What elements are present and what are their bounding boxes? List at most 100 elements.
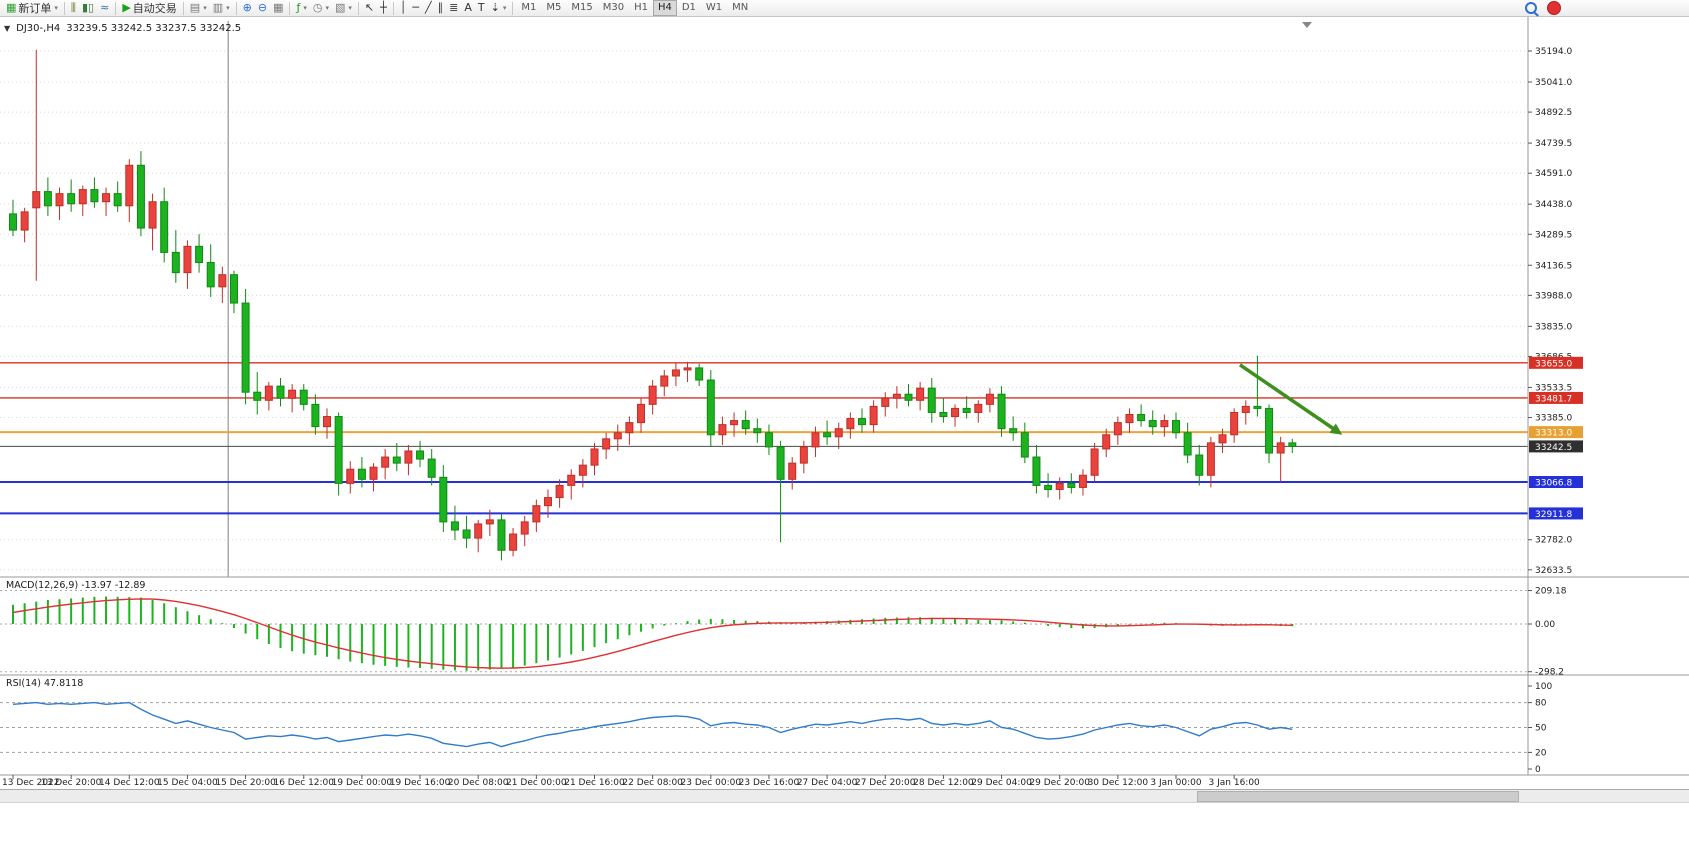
candle xyxy=(1253,355,1262,417)
rsi-axis-label: 0 xyxy=(1535,765,1541,775)
price-axis-label: 34289.5 xyxy=(1535,230,1572,240)
svg-text:33242.5: 33242.5 xyxy=(1535,443,1572,453)
templates-icon[interactable]: ▧ ▾ xyxy=(332,0,355,16)
candle xyxy=(416,440,425,468)
rsi-axis-label: 20 xyxy=(1535,748,1547,758)
chart-shift-marker[interactable] xyxy=(1302,22,1312,28)
line-chart-icon[interactable]: ≈ xyxy=(97,0,112,16)
time-axis-label: 14 Dec 12:00 xyxy=(99,778,160,788)
toolbar-separator xyxy=(512,1,514,15)
new-chart-icon[interactable]: ▤ ▾ xyxy=(187,0,210,16)
fibonacci-icon[interactable]: ≣ xyxy=(446,0,461,16)
crosshair-icon[interactable]: ┼ xyxy=(377,0,390,16)
candle xyxy=(823,420,832,445)
candlestick-chart-icon[interactable]: ▮▯ xyxy=(79,0,97,16)
text-icon[interactable]: A xyxy=(461,0,475,16)
time-axis-label: 29 Dec 20:00 xyxy=(1029,778,1090,788)
zoom-in-icon[interactable]: ⊕ xyxy=(240,0,255,16)
search-icon[interactable] xyxy=(1525,2,1537,14)
macd-label: MACD(12,26,9) -13.97 -12.89 xyxy=(6,580,145,591)
indicators-icon[interactable]: ƒ ▾ xyxy=(293,0,309,16)
rsi-label: RSI(14) 47.8118 xyxy=(6,678,83,689)
candle xyxy=(776,440,785,543)
timeframe-button-m15[interactable]: M15 xyxy=(571,2,593,13)
time-axis-label: 29 Dec 04:00 xyxy=(971,778,1032,788)
candle xyxy=(357,457,366,488)
candle xyxy=(497,513,506,561)
profiles-icon[interactable]: ▥ ▾ xyxy=(210,0,233,16)
label-icon[interactable]: T xyxy=(475,0,488,16)
periods-icon[interactable]: ◷ ▾ xyxy=(310,0,332,16)
trendline-icon[interactable]: ╱ xyxy=(422,0,435,16)
channel-icon[interactable]: ∥ xyxy=(435,0,447,16)
trend-arrow[interactable] xyxy=(1238,363,1343,435)
candle xyxy=(1265,404,1274,464)
bar-chart-icon[interactable]: ⫼ xyxy=(68,0,79,16)
zoom-out-icon[interactable]: ⊖ xyxy=(255,0,270,16)
candle xyxy=(171,230,180,283)
horizontal-scrollbar[interactable] xyxy=(0,789,1689,803)
timeframe-button-d1[interactable]: D1 xyxy=(681,2,696,13)
cursor-icon[interactable]: ↖ xyxy=(362,0,377,16)
price-line-badge: 32911.8 xyxy=(1529,507,1583,520)
new-order-button[interactable]: ▦ 新订单 ▾ xyxy=(3,0,61,16)
chevron-down-icon: ▾ xyxy=(54,4,58,12)
time-axis-label: 13 Dec 2022 xyxy=(2,778,60,788)
price-axis-label: 35041.0 xyxy=(1535,78,1572,88)
timeframe-button-m1[interactable]: M1 xyxy=(521,2,537,13)
chart-canvas[interactable]: 35194.0 35041.0 34892.5 34739.5 34591.0 34438… xyxy=(0,17,1689,789)
candle xyxy=(474,519,483,553)
horizontal-line-icon[interactable]: ─ xyxy=(409,0,422,16)
candle xyxy=(90,177,99,208)
candle xyxy=(78,185,87,216)
price-axis-label: 34739.5 xyxy=(1535,139,1572,149)
svg-text:32911.8: 32911.8 xyxy=(1535,510,1572,520)
timeframe-button-mn[interactable]: MN xyxy=(732,2,749,13)
chevron-down-icon: ▾ xyxy=(502,4,507,12)
scrollbar-thumb[interactable] xyxy=(1197,791,1519,802)
vertical-line-icon: │ xyxy=(399,1,407,14)
candle xyxy=(648,380,657,415)
time-axis-label: 21 Dec 00:00 xyxy=(506,778,567,788)
time-axis-label: 19 Dec 16:00 xyxy=(390,778,451,788)
candle xyxy=(43,177,52,216)
candle xyxy=(439,465,448,533)
timeframe-button-h1[interactable]: H1 xyxy=(634,2,648,13)
bar-chart-icon: ⫼ xyxy=(70,1,76,14)
chart-window[interactable]: 35194.0 35041.0 34892.5 34739.5 34591.0 34438… xyxy=(0,17,1689,789)
price-line-badge: 33481.7 xyxy=(1529,391,1583,404)
price-line-badge: 33242.5 xyxy=(1529,440,1583,453)
chevron-down-icon: ▾ xyxy=(325,4,329,12)
candle xyxy=(509,527,518,557)
candle xyxy=(32,49,41,281)
timeframe-button-m30[interactable]: M30 xyxy=(602,2,625,13)
arrows-icon[interactable]: ⇣ ▾ xyxy=(488,0,510,16)
timeframe-button-h4[interactable]: H4 xyxy=(652,0,677,16)
tile-windows-icon[interactable]: ▦ xyxy=(270,0,286,16)
timeframe-button-w1[interactable]: W1 xyxy=(705,2,723,13)
price-axis-label: 34892.5 xyxy=(1535,108,1572,118)
candle xyxy=(974,400,983,423)
price-axis-label: 34438.0 xyxy=(1535,200,1572,210)
channel-icon: ∥ xyxy=(437,1,444,14)
vertical-line-icon[interactable]: │ xyxy=(397,0,410,16)
autotrading-button[interactable]: ▶ 自动交易 xyxy=(119,0,179,16)
price-axis-label: 32782.0 xyxy=(1535,536,1572,546)
tile-windows-icon: ▦ xyxy=(273,1,284,14)
timeframe-button-m5[interactable]: M5 xyxy=(546,2,562,13)
candle xyxy=(1172,412,1180,439)
horizontal-line-icon: ─ xyxy=(412,1,419,14)
price-axis[interactable]: 35194.0 35041.0 34892.5 34739.5 34591.0 34438… xyxy=(1528,47,1583,775)
notification-icon[interactable] xyxy=(1547,1,1561,15)
periods-icon: ◷ xyxy=(312,1,323,14)
price-axis-label: 32633.5 xyxy=(1535,566,1572,576)
line-chart-icon: ≈ xyxy=(100,1,110,14)
candle xyxy=(799,440,808,474)
chart-menu-caret[interactable]: ▼ xyxy=(4,24,11,33)
indicators-icon: ƒ xyxy=(296,1,301,14)
time-axis-label: 22 Dec 08:00 xyxy=(622,778,683,788)
candle xyxy=(323,408,332,439)
candle xyxy=(427,448,436,486)
